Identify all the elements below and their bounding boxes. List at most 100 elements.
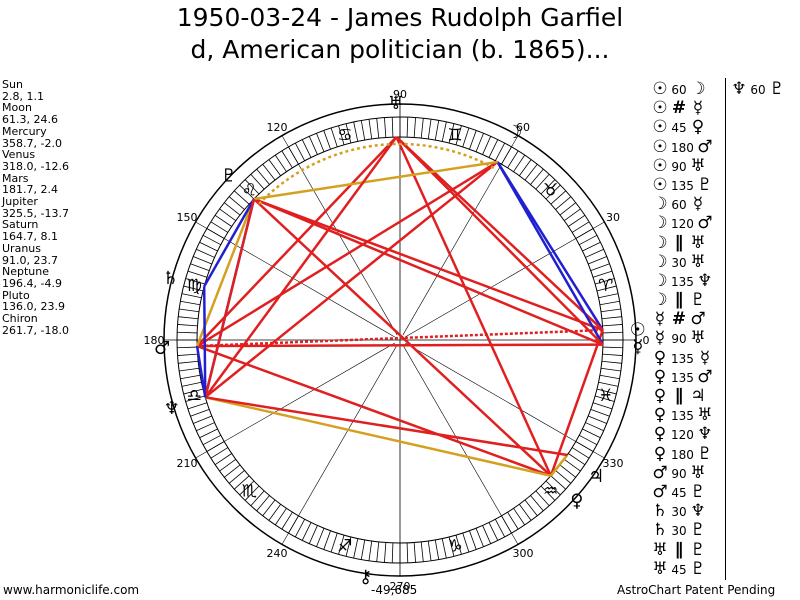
degree-tick bbox=[571, 221, 590, 233]
degree-tick bbox=[441, 538, 447, 559]
degree-tick bbox=[187, 402, 208, 410]
planet-name-pluto: Pluto bbox=[2, 288, 30, 302]
planet-glyph-icon: ♂ bbox=[652, 481, 668, 502]
degree-tick bbox=[535, 174, 550, 190]
degree-tick bbox=[376, 541, 380, 562]
degree-tick bbox=[601, 360, 622, 364]
planet-glyph-icon: ♅ bbox=[697, 405, 713, 426]
degree-tick bbox=[550, 190, 566, 205]
degree-tick bbox=[530, 495, 544, 512]
planet-glyph-icon: ♇ bbox=[697, 443, 713, 464]
planet-glyph-icon: ♅ bbox=[690, 155, 706, 176]
degree-tick bbox=[596, 388, 617, 395]
degree-tick bbox=[179, 367, 200, 372]
aspect-table-column-2: ♆ 60 ♇ bbox=[730, 79, 786, 98]
aspect-line bbox=[204, 136, 398, 399]
planet-glyph-icon: ☉ bbox=[652, 98, 668, 119]
planet-glyph-icon: ♄ bbox=[652, 501, 668, 522]
aspect-row: ♀ 135 ♅ bbox=[651, 405, 714, 424]
planet-glyph-icon: ♅ bbox=[652, 558, 668, 579]
degree-tick bbox=[482, 136, 492, 155]
degree-tick bbox=[228, 470, 245, 484]
degree-tick bbox=[202, 234, 221, 246]
planet-glyph-icon: ☿ bbox=[654, 309, 666, 330]
degree-tick bbox=[434, 120, 440, 141]
degree-tick bbox=[308, 136, 318, 155]
degree-tick bbox=[179, 308, 200, 313]
coordinate-readout: -49,685 bbox=[371, 583, 418, 597]
planet-values-mercury: 358.7, -2.0 bbox=[2, 136, 62, 150]
aspect-table-column-1: ☉ 60 ☽ ☉ # ☿ ☉ 45 ♀ ☉ 180 ♂ ☉ 90 ♅ ☉ 135 ♇ ☽ 60 ☿ ☽ 120 ♂ ☽ ∥ ♅ ☽ 30… bbox=[651, 79, 714, 578]
aspect-line bbox=[253, 160, 498, 201]
aspect-line bbox=[197, 328, 603, 348]
degree-tick bbox=[199, 241, 218, 252]
planet-glyph-icon: ☽ bbox=[652, 290, 668, 311]
aspect-row: ♂ 90 ♅ bbox=[651, 463, 714, 482]
house-line bbox=[195, 342, 395, 459]
degree-tick bbox=[345, 123, 352, 144]
planet-glyph-icon: ♂ bbox=[690, 309, 706, 330]
planet-glyph-icon: ☽ bbox=[690, 79, 706, 99]
aspect-arc bbox=[258, 142, 495, 205]
degree-tick bbox=[524, 499, 538, 516]
website-link[interactable]: www.harmoniclife.com bbox=[3, 583, 140, 597]
planet-values-sun: 2.8, 1.1 bbox=[2, 89, 44, 103]
degree-tick bbox=[181, 381, 202, 387]
degree-tick bbox=[384, 542, 387, 563]
aspect-row: ☉ # ☿ bbox=[651, 98, 714, 117]
degree-tick bbox=[193, 256, 212, 265]
aspect-row: ♄ 30 ♇ bbox=[651, 520, 714, 541]
aspect-line bbox=[196, 136, 398, 347]
planet-glyph-icon: ☿ bbox=[699, 347, 711, 368]
aspect-type: 135 bbox=[671, 370, 694, 385]
aspect-row: ☽ 135 ♆ bbox=[651, 271, 714, 290]
degree-tick bbox=[494, 519, 506, 538]
planet-neptune-icon: ♆ bbox=[164, 398, 180, 419]
degree-tick bbox=[345, 536, 352, 557]
planet-glyph-icon: ☽ bbox=[652, 213, 668, 234]
degree-tick bbox=[413, 117, 416, 138]
degree-tick bbox=[177, 331, 198, 334]
aspect-type: 45 bbox=[671, 485, 687, 500]
degree-tick bbox=[274, 154, 287, 172]
planet-glyph-icon: ♀ bbox=[653, 386, 667, 406]
degree-tick bbox=[513, 508, 526, 526]
degree-tick bbox=[588, 415, 607, 424]
degree-tick bbox=[555, 470, 572, 484]
degree-tick bbox=[294, 519, 306, 538]
degree-tick bbox=[180, 374, 201, 380]
planet-glyph-icon: ♀ bbox=[653, 405, 667, 426]
planet-glyph-icon: ♆ bbox=[697, 424, 713, 445]
degree-tick bbox=[469, 530, 477, 550]
house-line bbox=[405, 342, 605, 459]
degree-tick bbox=[563, 208, 581, 222]
degree-tick bbox=[262, 499, 276, 516]
planet-name-jupiter: Jupiter bbox=[2, 195, 38, 209]
degree-tick bbox=[244, 179, 260, 195]
zodiac-sign-icon: ♉ bbox=[543, 180, 558, 200]
aspect-line bbox=[204, 160, 499, 399]
zodiac-sign-icon: ♋ bbox=[337, 125, 352, 145]
planet-glyph-icon: ☉ bbox=[652, 174, 668, 195]
aspect-type: # bbox=[671, 98, 687, 119]
aspect-type: 45 bbox=[671, 121, 687, 136]
degree-tick bbox=[250, 174, 265, 190]
degree-tick bbox=[219, 208, 237, 222]
aspect-type: ∥ bbox=[674, 290, 684, 311]
aspect-type: 135 bbox=[671, 351, 694, 366]
planet-glyph-icon: ♇ bbox=[697, 174, 713, 195]
aspect-line bbox=[549, 329, 604, 477]
planet-values-uranus: 91.0, 23.7 bbox=[2, 253, 58, 267]
degree-tick bbox=[384, 117, 387, 138]
aspect-type: 45 bbox=[671, 562, 687, 577]
aspect-type: 60 bbox=[671, 198, 687, 213]
planet-values-saturn: 164.7, 8.1 bbox=[2, 230, 58, 244]
degree-tick bbox=[224, 464, 241, 478]
aspect-type: ∥ bbox=[674, 386, 684, 406]
planet-glyph-icon: ♆ bbox=[697, 270, 713, 291]
planet-saturn-icon: ♄ bbox=[162, 268, 178, 289]
planet-glyph-icon: ♄ bbox=[652, 520, 668, 541]
degree-tick bbox=[196, 422, 215, 432]
degree-tick bbox=[507, 150, 519, 169]
degree-tick bbox=[540, 485, 556, 501]
